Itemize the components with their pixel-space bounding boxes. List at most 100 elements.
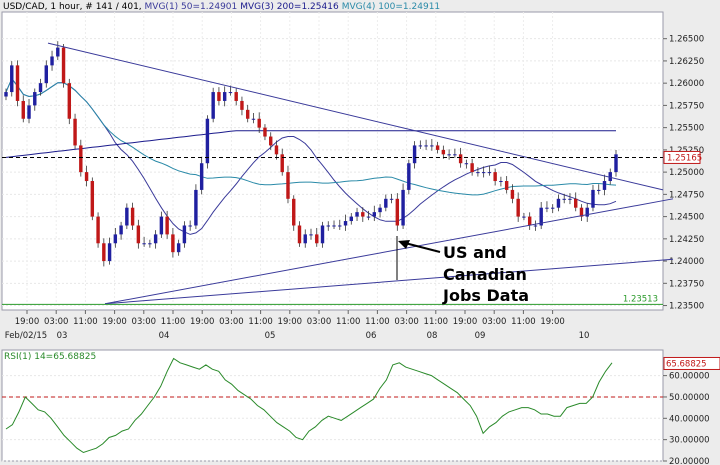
header-mvg3: MVG(3) 200=1.25416 <box>240 2 339 12</box>
candle-body <box>556 198 561 208</box>
candle-body <box>602 181 607 190</box>
candle-body <box>608 172 612 182</box>
candle-body <box>119 225 123 235</box>
annotation-line3: Jobs Data <box>442 286 529 305</box>
candle-body <box>61 47 66 84</box>
candle-body <box>516 198 520 217</box>
candle-body <box>597 189 601 191</box>
candle-body <box>453 154 457 156</box>
time-tick-label: 03:00 <box>219 317 244 327</box>
time-tick-label: 11:00 <box>248 317 273 327</box>
chart-header: USD/CAD, 1 hour, # 141 / 401, MVG(1) 50=… <box>3 2 440 12</box>
jobs-data-annotation: US and Canadian Jobs Data <box>396 236 529 305</box>
candle-body <box>476 172 480 174</box>
annotation-arrowhead <box>398 240 410 249</box>
candle-body <box>251 118 256 120</box>
candle-body <box>355 212 359 217</box>
candle-body <box>84 172 89 182</box>
candle-body <box>320 225 325 244</box>
candle-body <box>504 181 509 190</box>
candle-body <box>107 243 112 262</box>
price-tick-label: 1.24750 <box>669 190 704 200</box>
candle-body <box>50 56 54 66</box>
candle-body <box>372 212 377 217</box>
candle-body <box>562 198 566 200</box>
price-tick-label: 1.23500 <box>669 302 704 312</box>
candle-body <box>470 163 474 173</box>
candle-body <box>458 154 463 164</box>
price-tick-label: 1.24500 <box>669 213 704 223</box>
rsi-current-label: 65.68825 <box>666 359 707 369</box>
candle-body <box>96 216 100 244</box>
long-support-trendline <box>104 258 674 305</box>
candle-body <box>292 198 296 226</box>
candle-body <box>148 243 152 245</box>
candle-body <box>418 145 423 147</box>
candle-body <box>568 198 572 200</box>
candle-body <box>269 136 273 146</box>
candle-body <box>136 225 141 244</box>
candle-body <box>378 207 382 213</box>
candle-body <box>401 189 405 226</box>
price-tick-label: 1.24000 <box>669 257 704 267</box>
candle-body <box>481 172 486 174</box>
candle-body <box>205 118 210 164</box>
candle-body <box>499 181 503 183</box>
candle-body <box>539 207 543 226</box>
candle-body <box>188 225 192 227</box>
candle-body <box>412 145 417 164</box>
candle-body <box>199 163 204 190</box>
annotation-arrow-line <box>404 242 441 253</box>
time-tick-label: 19:00 <box>278 317 303 327</box>
time-tick-label: 11:00 <box>511 317 536 327</box>
candle-body <box>366 216 371 218</box>
candle-body <box>90 181 95 217</box>
candle-body <box>527 216 532 226</box>
date-tick-label: 09 <box>475 331 486 341</box>
candle-body <box>263 127 267 137</box>
price-tick-label: 1.26000 <box>669 79 704 89</box>
candle-body <box>349 216 353 222</box>
moving-averages <box>5 77 617 235</box>
date-tick-label: 05 <box>265 331 276 341</box>
candle-body <box>73 118 77 146</box>
candle-body <box>384 198 388 208</box>
price-markers: 1.25165 1.23513 <box>2 150 702 305</box>
candle-body <box>545 207 549 209</box>
descending-trendline <box>47 42 664 191</box>
candle-body <box>591 189 595 208</box>
rsi-current-box <box>663 356 720 370</box>
candle-body <box>113 234 118 244</box>
time-tick-label: 19:00 <box>540 317 565 327</box>
candle-body <box>550 207 555 209</box>
price-tick-label: 1.25250 <box>669 146 704 156</box>
candle-body <box>435 145 440 150</box>
candle-body <box>182 225 187 244</box>
time-tick-label: 03:00 <box>394 317 419 327</box>
candle-body <box>326 225 330 227</box>
time-tick-label: 11:00 <box>424 317 449 327</box>
candle-body <box>165 216 169 235</box>
candle-body <box>234 92 238 101</box>
candle-body <box>38 83 43 93</box>
rsi-grid <box>2 375 663 462</box>
ascending-trendline <box>104 198 674 305</box>
candle-body <box>125 207 129 226</box>
candle-body <box>79 145 83 173</box>
price-y-axis: 1.26500 1.26250 1.26000 1.25750 1.25500 1.252… <box>663 35 704 312</box>
candle-body <box>441 149 446 155</box>
candle-body <box>4 92 8 97</box>
date-tick-label: 10 <box>579 331 590 341</box>
time-tick-label: 19:00 <box>15 317 40 327</box>
price-tick-label: 1.25750 <box>669 101 704 111</box>
candle-body <box>297 225 302 244</box>
candle-body <box>217 92 221 101</box>
price-tick-label: 1.26500 <box>669 35 704 45</box>
date-tick-label: 08 <box>427 331 438 341</box>
candle-body <box>222 92 227 101</box>
candle-body <box>21 100 25 119</box>
time-tick-label: 11:00 <box>365 317 390 327</box>
support-label: 1.23513 <box>623 294 658 304</box>
trendlines <box>47 42 674 305</box>
